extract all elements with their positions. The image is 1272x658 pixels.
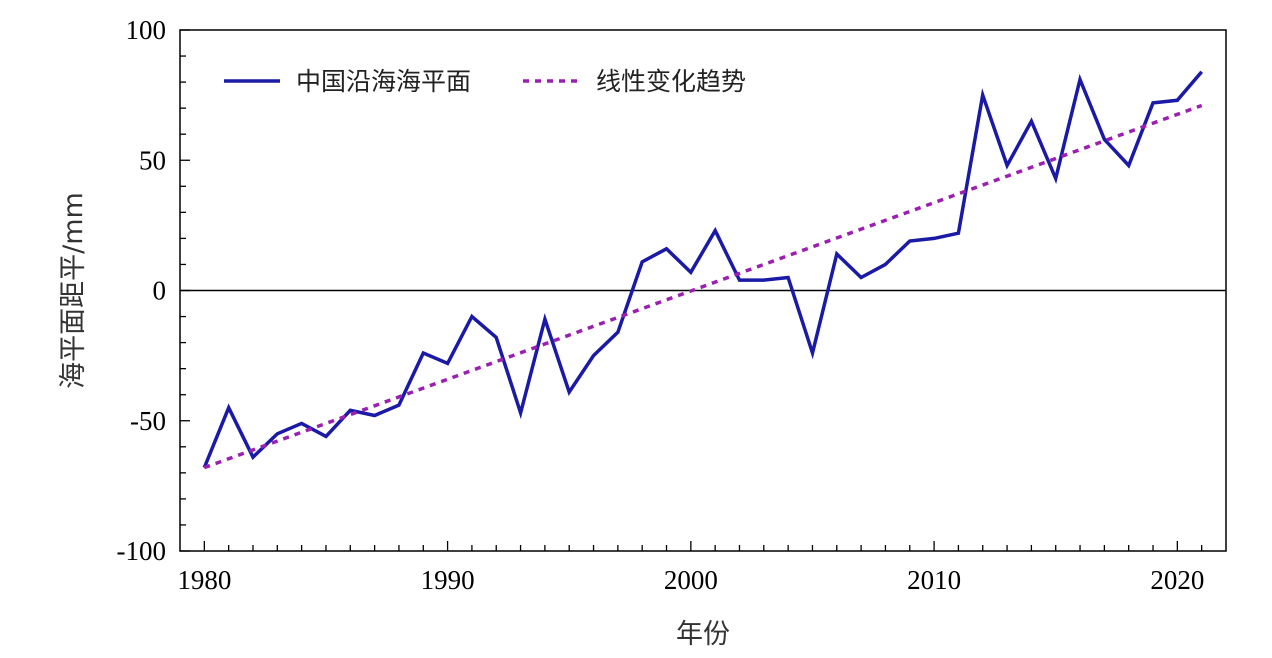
y-tick-label: -100 — [117, 536, 167, 566]
x-tick-label: 1990 — [421, 565, 475, 595]
y-tick-label: -50 — [130, 406, 166, 436]
legend-label-sea-level: 中国沿海海平面 — [296, 67, 471, 96]
legend-label-trend: 线性变化趋势 — [596, 67, 746, 96]
x-tick-label: 1980 — [177, 565, 231, 595]
x-axis-title: 年份 — [676, 619, 730, 650]
x-tick-label: 2010 — [907, 565, 961, 595]
y-axis-title: 海平面距平/mm — [58, 192, 89, 389]
sea-level-line — [202, 70, 1204, 469]
y-tick-label: 0 — [153, 276, 167, 306]
y-tick-label: 50 — [139, 145, 166, 175]
x-tick-label: 2000 — [664, 565, 718, 595]
y-tick-label: 100 — [126, 15, 167, 45]
x-tick-label: 2020 — [1150, 565, 1204, 595]
trend-line — [203, 103, 1203, 470]
